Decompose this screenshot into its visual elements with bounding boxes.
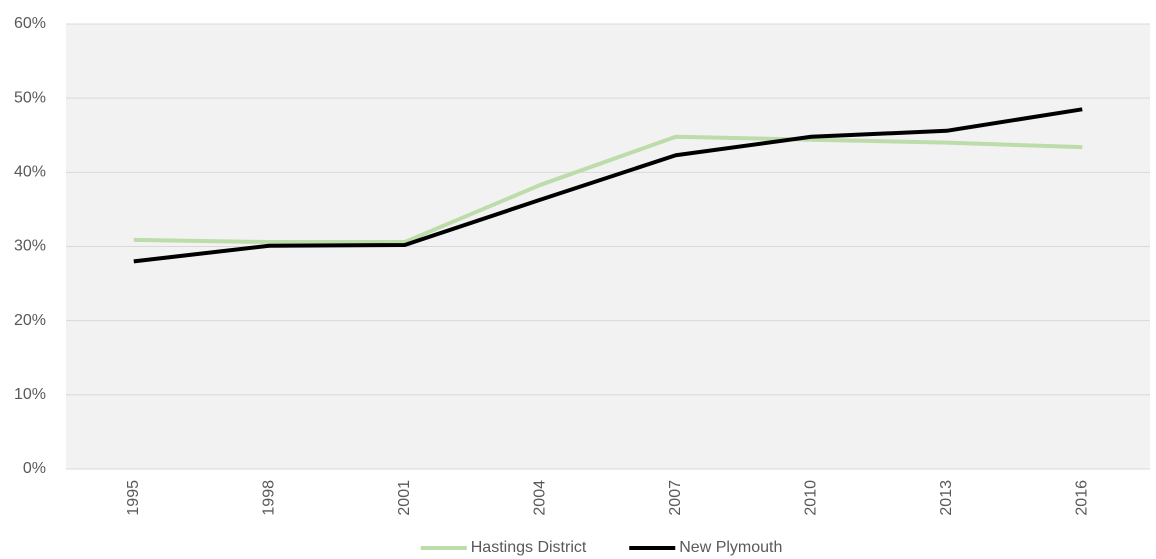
y-tick-label: 0% bbox=[23, 460, 46, 477]
x-tick-label: 2004 bbox=[531, 480, 548, 516]
y-tick-label: 30% bbox=[14, 238, 46, 255]
y-tick-label: 40% bbox=[14, 164, 46, 181]
x-tick-label: 2007 bbox=[667, 480, 684, 516]
y-tick-label: 60% bbox=[14, 15, 46, 32]
series-line bbox=[133, 107, 1083, 264]
x-tick-label: 2016 bbox=[1073, 480, 1090, 516]
x-tick-label: 1998 bbox=[260, 480, 277, 516]
x-tick-label: 1995 bbox=[125, 480, 142, 516]
y-tick-label: 50% bbox=[14, 89, 46, 106]
x-tick-label: 2013 bbox=[938, 480, 955, 516]
series-line bbox=[133, 134, 1083, 245]
y-tick-label: 10% bbox=[14, 386, 46, 403]
legend-label: Hastings District bbox=[471, 539, 587, 556]
y-tick-label: 20% bbox=[14, 312, 46, 329]
legend-label: New Plymouth bbox=[679, 539, 782, 556]
x-tick-label: 2001 bbox=[396, 480, 413, 516]
x-tick-label: 2010 bbox=[802, 480, 819, 516]
